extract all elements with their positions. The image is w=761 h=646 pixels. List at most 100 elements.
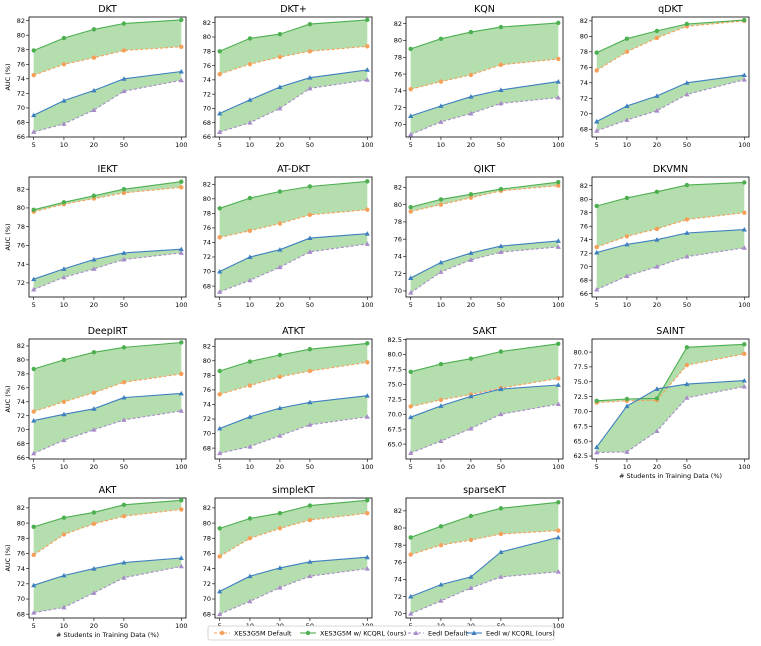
eedi-gain-area xyxy=(219,69,368,132)
y-tick-label: 66 xyxy=(580,290,588,298)
panel-title: sparseKT xyxy=(463,485,506,496)
y-tick-label: 80 xyxy=(203,357,211,365)
x-tick-label: 50 xyxy=(683,463,691,471)
x-tick-label: 10 xyxy=(437,463,445,471)
x-tick-label: 10 xyxy=(246,141,254,149)
eedi-default-point xyxy=(624,117,630,122)
xes-kcqrl-point xyxy=(594,398,599,403)
y-tick-label: 76 xyxy=(580,64,588,72)
y-tick-label: 76 xyxy=(203,224,211,232)
y-tick-label: 70.0 xyxy=(574,408,588,416)
y-tick-label: 77.5 xyxy=(388,366,402,374)
xes-kcqrl-point xyxy=(556,500,561,505)
xes-gain-area xyxy=(33,19,182,76)
eedi-kcqrl-point xyxy=(121,559,127,565)
eedi-kcqrl-point xyxy=(61,98,67,103)
panel-qikt: QIKT 70 72 74 76 78 80 82 5 10 20 50 100 xyxy=(394,164,565,309)
y-tick-label: 76 xyxy=(580,222,588,230)
xes-kcqrl-point xyxy=(365,498,370,503)
x-tick-label: 100 xyxy=(361,463,373,471)
eedi-kcqrl-point xyxy=(741,377,747,383)
xes-kcqrl-point xyxy=(277,189,283,194)
xes-kcqrl-point xyxy=(179,498,184,503)
y-tick-label: 74 xyxy=(17,260,25,268)
xes-kcqrl-point xyxy=(498,186,504,192)
xes-default-point xyxy=(91,521,97,527)
y-tick-label: 80 xyxy=(17,519,25,527)
x-tick-label: 5 xyxy=(409,141,413,149)
y-tick-label: 66 xyxy=(203,133,211,141)
xes-default-point xyxy=(365,510,370,516)
eedi-default-point xyxy=(247,277,253,283)
panel-title: IEKT xyxy=(97,164,117,175)
xes-default-point xyxy=(121,190,127,196)
y-tick-label: 82 xyxy=(17,342,25,350)
y-tick-label: 80 xyxy=(17,356,25,364)
eedi-default-point xyxy=(91,266,97,271)
y-tick-label: 70 xyxy=(394,121,402,129)
y-tick-label: 78 xyxy=(17,370,25,378)
xes-kcqrl-point xyxy=(654,189,660,195)
eedi-kcqrl-point xyxy=(684,381,690,387)
eedi-default-point xyxy=(438,119,444,124)
xes-default-point xyxy=(624,234,630,239)
y-tick-label: 80 xyxy=(580,195,588,203)
y-tick-label: 68 xyxy=(17,440,25,448)
axes-frame xyxy=(405,176,564,298)
xes-kcqrl-point xyxy=(556,20,561,26)
xes-default-point xyxy=(684,362,690,368)
eedi-kcqrl-point xyxy=(121,76,127,81)
eedi-kcqrl-point xyxy=(61,411,67,417)
eedi-kcqrl-point xyxy=(741,72,747,78)
axes-frame xyxy=(28,16,187,138)
x-tick-label: 100 xyxy=(175,301,187,309)
y-tick-label: 72 xyxy=(203,253,211,261)
eedi-default-line xyxy=(596,247,745,291)
xes-default-point xyxy=(179,507,184,512)
y-tick-label: 76 xyxy=(17,60,25,68)
eedi-default-point xyxy=(178,250,184,255)
xes-kcqrl-point xyxy=(61,515,67,520)
eedi-gain-area xyxy=(33,393,182,454)
y-tick-label: 74 xyxy=(394,87,402,95)
eedi-gain-area xyxy=(410,240,559,293)
y-tick-label: 68 xyxy=(203,610,211,618)
y-tick-label: 65.0 xyxy=(574,437,588,445)
xes-kcqrl-point xyxy=(468,192,474,197)
panel-sparsekt: sparseKT707274767880825102050100# Studen… xyxy=(394,485,565,639)
eedi-kcqrl-point xyxy=(468,393,474,399)
eedi-kcqrl-point xyxy=(277,247,283,252)
y-axis-label: AUC (%) xyxy=(4,544,12,571)
y-axis-label: AUC (%) xyxy=(4,63,12,90)
eedi-kcqrl-point xyxy=(555,238,561,243)
xes-kcqrl-point xyxy=(61,35,67,41)
eedi-kcqrl-point xyxy=(247,414,253,419)
y-tick-label: 70 xyxy=(580,263,588,271)
panel-simplekt: simpleKT68707274767880825102050100# Stud… xyxy=(203,485,374,639)
y-tick-label: 74 xyxy=(394,253,402,261)
eedi-kcqrl-point xyxy=(247,97,253,102)
eedi-kcqrl-point xyxy=(408,593,414,599)
x-tick-label: 10 xyxy=(623,141,631,149)
axes-frame xyxy=(591,176,750,298)
panel-title: AT-DKT xyxy=(277,164,310,175)
x-tick-label: 50 xyxy=(120,141,128,149)
xes-kcqrl-point xyxy=(31,366,36,372)
eedi-kcqrl-point xyxy=(31,112,37,118)
xes-default-point xyxy=(247,61,253,67)
y-tick-label: 70 xyxy=(203,430,211,438)
eedi-default-point xyxy=(468,425,474,431)
eedi-kcqrl-point xyxy=(438,581,444,587)
eedi-kcqrl-point xyxy=(31,276,37,282)
xes-kcqrl-point xyxy=(468,513,474,519)
y-tick-label: 78 xyxy=(203,534,211,542)
eedi-kcqrl-point xyxy=(247,573,253,579)
x-tick-label: 5 xyxy=(218,463,222,471)
y-tick-label: 70 xyxy=(17,426,25,434)
eedi-kcqrl-point xyxy=(217,425,223,431)
eedi-kcqrl-point xyxy=(31,418,37,423)
y-tick-label: 70 xyxy=(580,110,588,118)
panel-title: AKT xyxy=(99,485,117,496)
y-tick-label: 70 xyxy=(394,287,402,295)
y-tick-label: 78 xyxy=(580,209,588,217)
